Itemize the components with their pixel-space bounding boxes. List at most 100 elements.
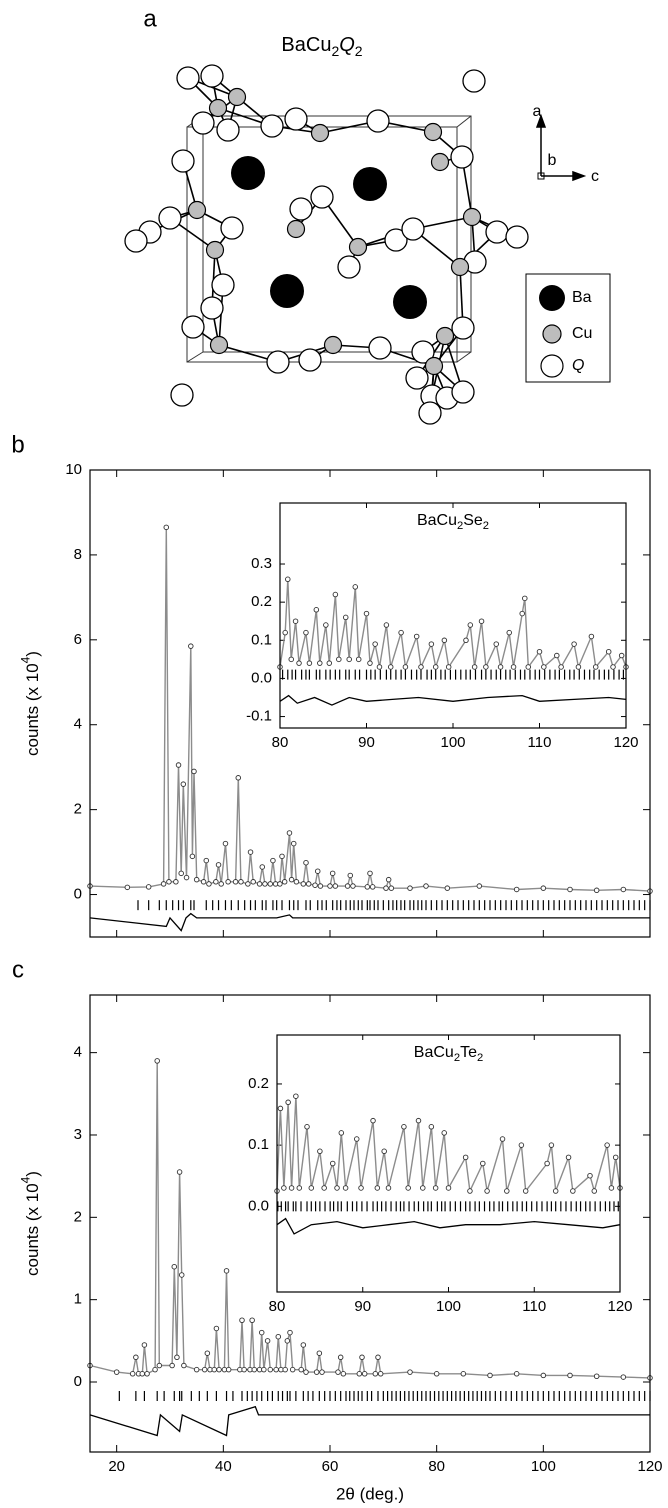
- text-segment: BaCu: [417, 512, 457, 529]
- observed-point: [418, 664, 424, 670]
- observed-point: [258, 1329, 265, 1336]
- legend-box: [525, 273, 611, 383]
- cu-atom: [227, 87, 247, 107]
- q-atom: [124, 229, 148, 253]
- observed-point: [493, 641, 500, 647]
- x-tick-label: 120: [613, 734, 638, 751]
- q-atom: [401, 217, 425, 241]
- observed-point: [319, 1369, 325, 1375]
- cu-atom: [310, 123, 330, 143]
- observed-point: [300, 1342, 307, 1348]
- observed-point: [316, 1350, 323, 1356]
- y-tick-label: 4: [74, 716, 82, 733]
- text-segment: Te: [460, 1044, 477, 1061]
- observed-point: [262, 881, 268, 887]
- observed-point: [317, 660, 323, 666]
- observed-point: [327, 883, 333, 889]
- observed-point: [522, 1188, 529, 1194]
- q-atom: [200, 64, 224, 88]
- y-tick-label: 1: [74, 1291, 82, 1308]
- q-atom: [158, 206, 182, 230]
- calculated-line: [276, 1096, 621, 1194]
- y-axis-label: counts (x 104): [18, 651, 42, 756]
- observed-point: [270, 857, 276, 864]
- observed-point: [282, 1366, 288, 1373]
- observed-point: [290, 840, 297, 847]
- observed-point: [251, 1366, 258, 1373]
- observed-point: [225, 1366, 232, 1373]
- observed-point: [620, 1374, 627, 1380]
- observed-point: [303, 629, 309, 636]
- cell-face: [202, 115, 472, 353]
- y-tick-label: -0.1: [246, 708, 272, 725]
- x-tick-label: 40: [215, 1458, 232, 1475]
- observed-point: [313, 607, 320, 613]
- cu-atom: [423, 122, 443, 142]
- q-atom: [337, 255, 361, 279]
- observed-point: [522, 595, 528, 602]
- observed-point: [352, 584, 359, 590]
- cell-edge: [456, 351, 472, 363]
- observed-point: [420, 1185, 426, 1191]
- q-atom: [298, 348, 322, 372]
- observed-point: [145, 884, 152, 890]
- observed-point: [292, 618, 299, 624]
- observed-point: [241, 1366, 247, 1373]
- observed-point: [141, 1342, 148, 1348]
- observed-point: [588, 633, 595, 640]
- observed-point: [540, 1372, 547, 1379]
- observed-point: [407, 885, 413, 891]
- text-segment: 4: [18, 1176, 32, 1183]
- chart-title: BaCu2Te2: [414, 1044, 483, 1064]
- observed-point: [504, 1188, 510, 1194]
- observed-point: [385, 1185, 392, 1191]
- observed-point: [163, 524, 170, 531]
- y-tick-label: 6: [74, 631, 82, 648]
- observed-point: [445, 1185, 452, 1191]
- q-atom: [405, 366, 429, 390]
- cu-atom: [187, 200, 207, 220]
- calculated-line: [89, 1060, 651, 1379]
- cu-atom: [286, 219, 306, 239]
- observed-point: [358, 1185, 364, 1191]
- observed-point: [218, 881, 224, 887]
- observed-point: [487, 1372, 493, 1379]
- observed-point: [385, 876, 392, 883]
- observed-point: [383, 622, 390, 628]
- observed-point: [312, 882, 318, 888]
- observed-point: [346, 656, 352, 663]
- x-tick-label: 120: [607, 1298, 632, 1315]
- observed-point: [303, 859, 309, 866]
- observed-point: [305, 881, 312, 887]
- y-tick-label: 0.2: [248, 1075, 269, 1092]
- observed-point: [329, 870, 336, 877]
- observed-point: [415, 1117, 422, 1124]
- observed-point: [213, 1325, 220, 1332]
- observed-point: [285, 576, 291, 583]
- observed-point: [364, 884, 371, 890]
- observed-point: [178, 870, 184, 877]
- observed-point: [313, 1369, 320, 1375]
- observed-point: [370, 1117, 376, 1124]
- observed-point: [173, 879, 179, 885]
- observed-point: [347, 872, 354, 879]
- difference-line: [276, 1217, 621, 1235]
- plot-frame: [89, 469, 651, 938]
- cu-atom: [208, 98, 228, 118]
- ba-atom: [393, 285, 427, 319]
- observed-point: [571, 641, 577, 647]
- x-tick-label: 80: [428, 1458, 445, 1475]
- q-atom: [366, 109, 390, 133]
- legend-swatch: [540, 354, 564, 378]
- cu-atom: [209, 335, 229, 355]
- bond: [246, 85, 470, 101]
- observed-point: [152, 1366, 158, 1373]
- text-segment: counts (x 10: [23, 1183, 42, 1276]
- crystal-structure: a a b c BaCu2Q2 Ba Cu Q: [124, 5, 611, 425]
- observed-point: [201, 1366, 208, 1373]
- observed-point: [401, 1124, 407, 1130]
- text-segment: 2: [331, 43, 339, 59]
- q-atom: [289, 197, 313, 221]
- observed-point: [432, 664, 439, 670]
- y-tick-label: 2: [74, 1208, 82, 1225]
